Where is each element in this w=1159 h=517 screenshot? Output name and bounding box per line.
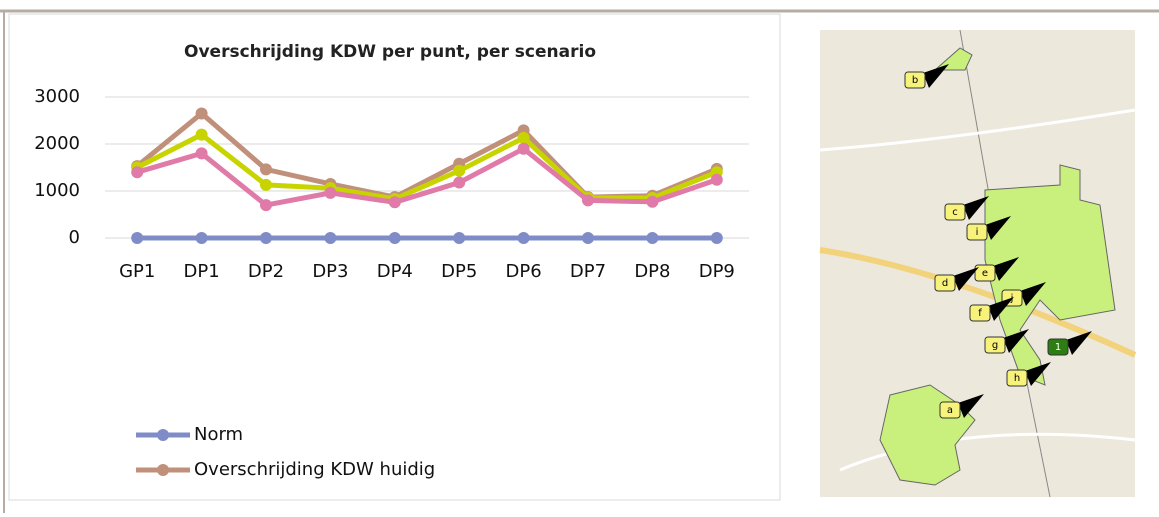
area: [933, 47, 973, 71]
map-label: a: [947, 405, 953, 416]
chart-title: Overschrijding KDW per punt, per scenari…: [184, 42, 596, 62]
point: [324, 232, 337, 244]
label-pointer: [953, 267, 979, 291]
point: [710, 232, 723, 244]
point: [582, 194, 594, 207]
y-tick-label: 2000: [34, 133, 80, 154]
point: [195, 107, 208, 120]
map: abciedjfg1h: [819, 29, 1137, 498]
x-tick-label: DP6: [506, 261, 542, 282]
point: [517, 131, 530, 144]
point: [453, 176, 466, 189]
point: [195, 232, 208, 244]
label-pointer: [1003, 329, 1029, 353]
point: [646, 195, 659, 208]
map-label-box: [939, 401, 961, 419]
road: [839, 432, 1136, 472]
map-label: d: [942, 278, 948, 289]
x-tick-label: GP1: [119, 261, 155, 282]
map-label-box: [934, 274, 956, 292]
point: [517, 142, 530, 155]
point: [388, 196, 401, 209]
chart-frame: [8, 13, 781, 501]
point: [646, 232, 659, 244]
point: [260, 178, 272, 191]
x-tick-label: DP1: [184, 261, 220, 282]
point: [195, 128, 208, 141]
map-label: 1: [1055, 342, 1061, 353]
point: [582, 232, 594, 244]
map-label-box: [944, 203, 966, 221]
map-label-box: [1006, 369, 1028, 387]
x-tick-label: DP3: [312, 261, 348, 282]
point: [260, 163, 272, 176]
point: [195, 147, 208, 160]
point: [324, 186, 337, 199]
map-label-box: [966, 223, 988, 241]
map-label-box: [974, 264, 996, 282]
point: [517, 232, 530, 244]
map-label-box: [984, 336, 1006, 354]
x-tick-label: DP2: [248, 261, 284, 282]
label-pointer: [1020, 282, 1046, 306]
x-tick-label: DP5: [441, 261, 477, 282]
map-label: c: [952, 207, 958, 218]
point: [710, 173, 723, 186]
y-tick-label: 3000: [34, 86, 80, 107]
label-pointer: [988, 297, 1014, 321]
point: [388, 232, 401, 244]
label-pointer: [985, 216, 1011, 240]
map-label: f: [978, 308, 982, 319]
legend-label: Norm: [194, 424, 243, 445]
label-pointer: [993, 257, 1019, 281]
point: [260, 199, 272, 212]
legend-label: Overschrijding KDW huidig: [194, 459, 435, 480]
label-pointer: [923, 64, 949, 88]
point: [131, 166, 144, 179]
x-tick-label: DP9: [699, 261, 735, 282]
map-label: g: [992, 340, 998, 351]
series-line: [136, 145, 718, 208]
point: [131, 232, 144, 244]
map-label-box: [904, 71, 926, 89]
label-pointer: [1025, 362, 1051, 386]
x-tick-label: DP8: [634, 261, 670, 282]
map-label: i: [976, 227, 979, 238]
label-pointer: [958, 394, 984, 418]
legend-marker: [157, 464, 169, 476]
map-label: b: [912, 75, 918, 86]
label-pointer: [1066, 331, 1092, 355]
point: [453, 232, 466, 244]
point: [260, 232, 272, 244]
legend-marker: [157, 429, 169, 441]
map-label-box: [1047, 338, 1069, 356]
label-pointer: [963, 196, 989, 220]
point: [453, 164, 466, 177]
road: [819, 108, 1136, 152]
y-tick-label: 1000: [34, 180, 80, 201]
y-tick-label: 0: [69, 227, 80, 248]
x-tick-label: DP4: [377, 261, 413, 282]
map-label-box: [969, 304, 991, 322]
map-label: e: [982, 268, 988, 279]
series-line: [136, 131, 718, 202]
x-tick-label: DP7: [570, 261, 606, 282]
map-label: h: [1014, 373, 1020, 384]
